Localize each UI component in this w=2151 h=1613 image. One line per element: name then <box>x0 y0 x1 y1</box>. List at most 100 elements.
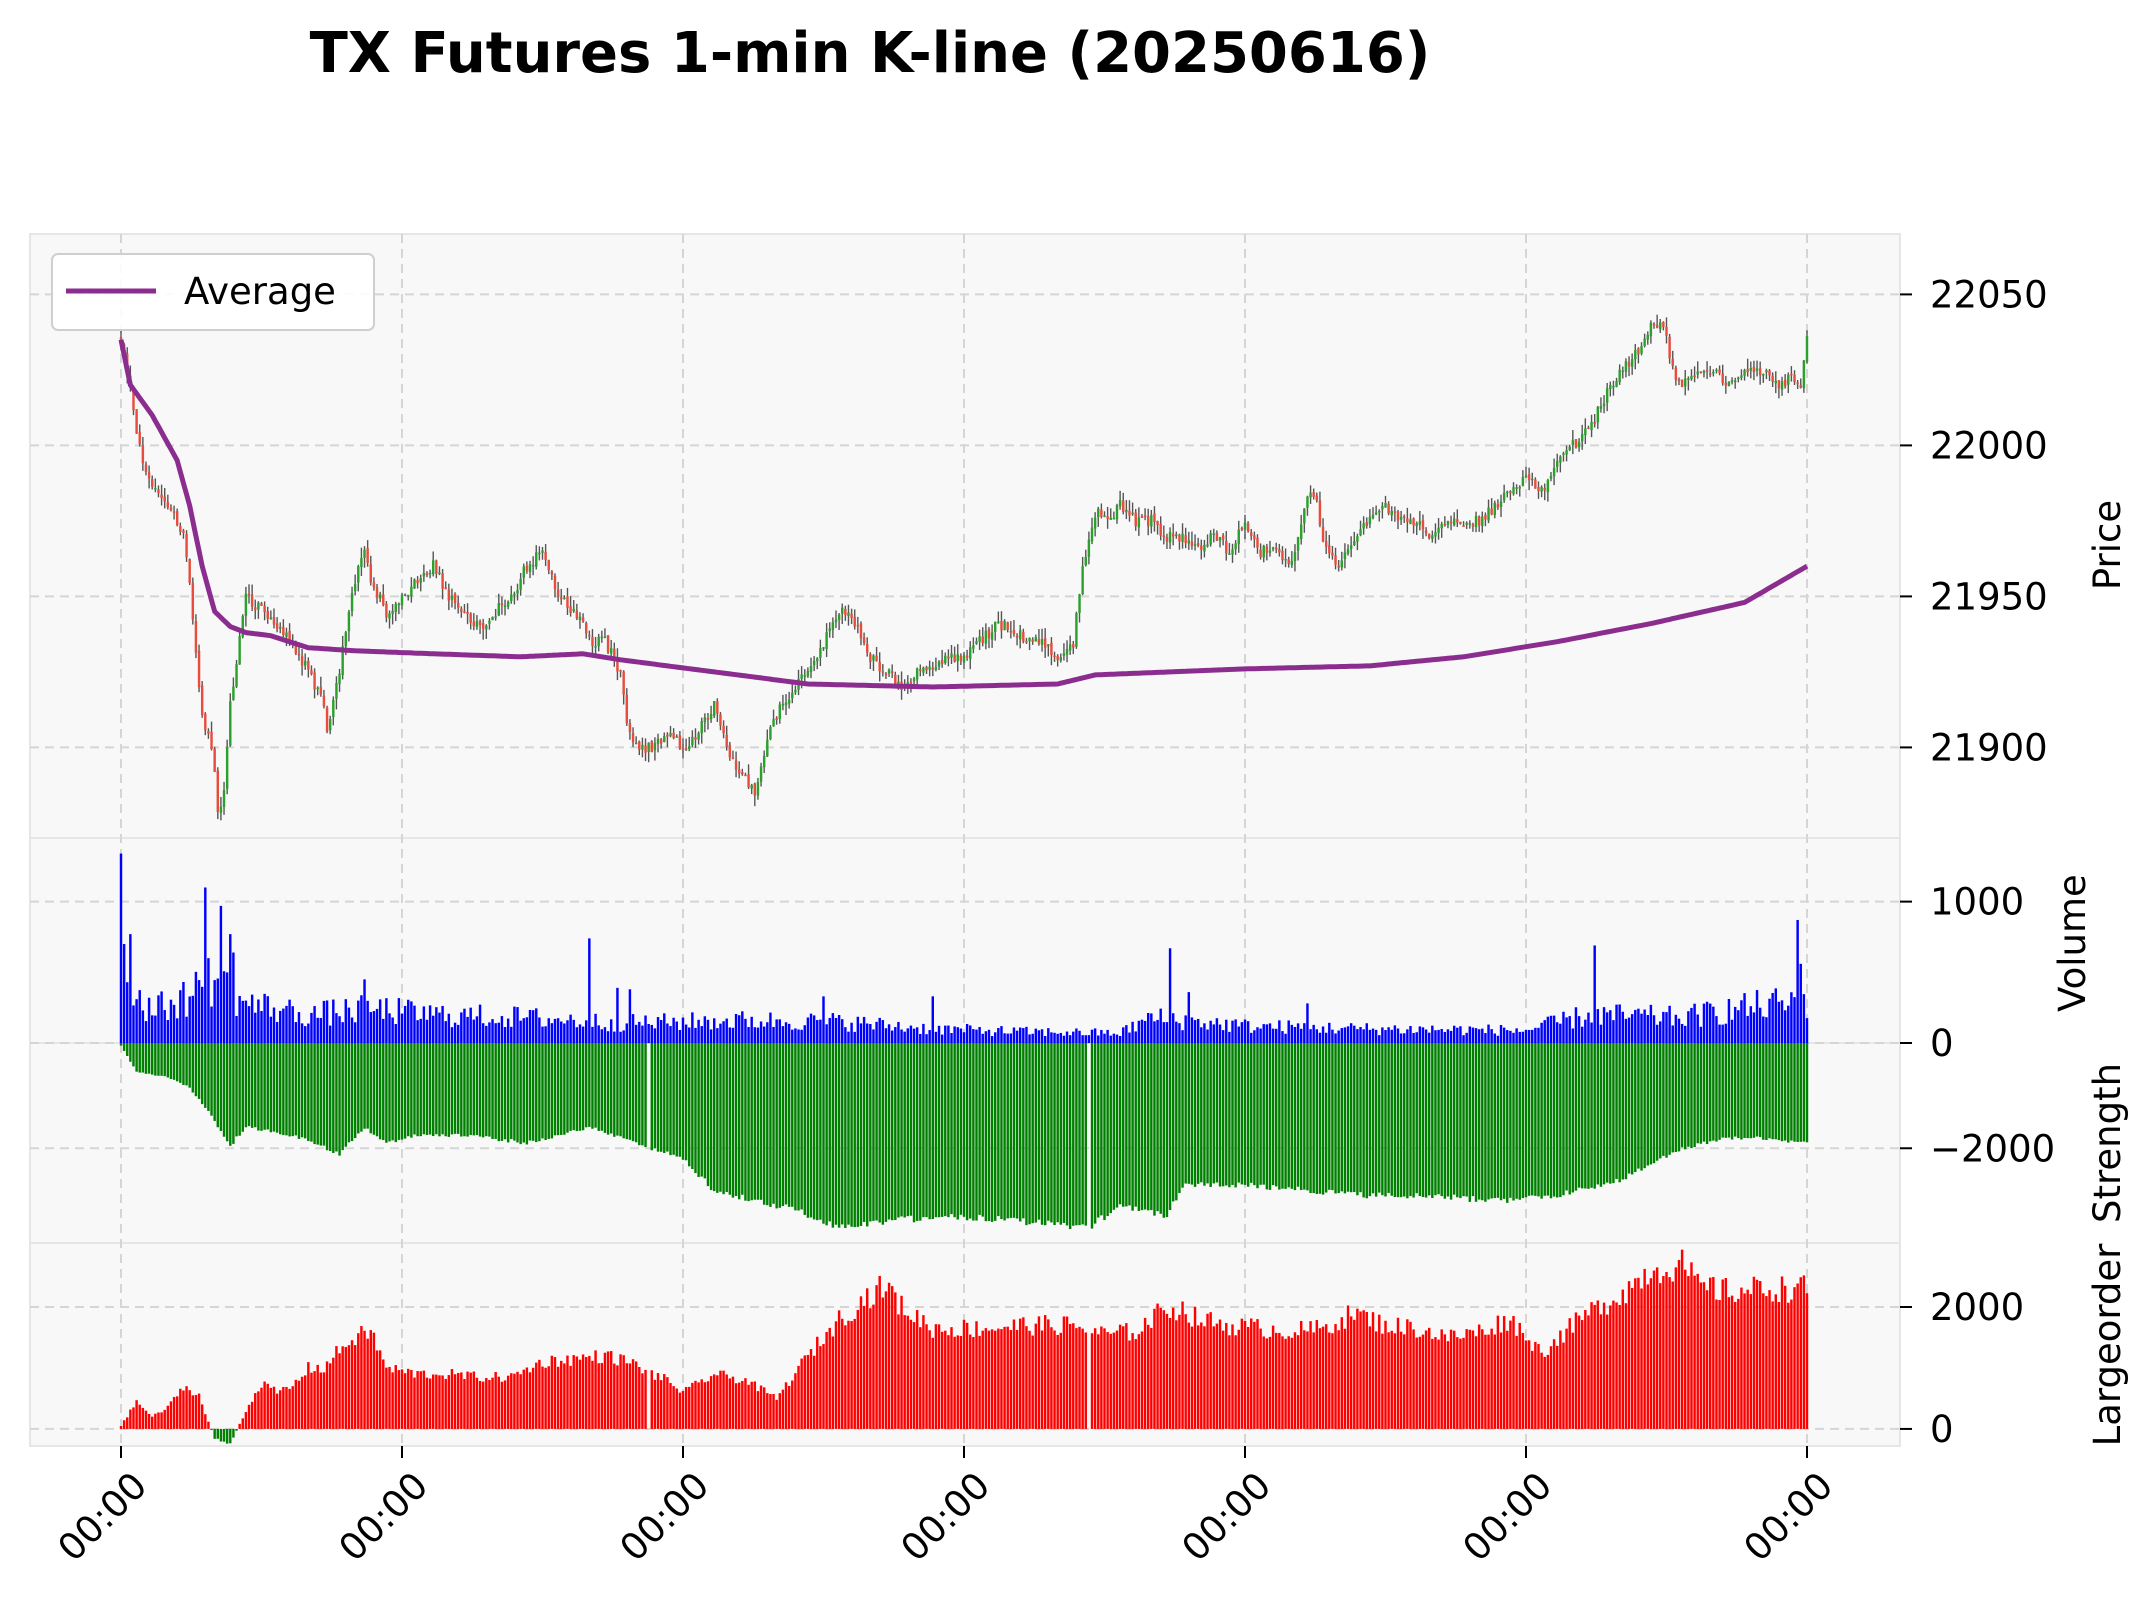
candle-body <box>1387 503 1390 514</box>
candle-body <box>613 648 616 659</box>
candle-body <box>1393 511 1397 513</box>
candle-body <box>497 603 501 616</box>
strength-bar <box>394 1043 397 1143</box>
strength-bar <box>157 1043 160 1076</box>
largeorder-bar <box>472 1371 476 1429</box>
volume-bar <box>438 1012 441 1043</box>
candle-body <box>1056 655 1059 660</box>
strength-bar <box>1228 1043 1231 1188</box>
candle-body <box>1684 378 1687 387</box>
largeorder-bar <box>713 1374 716 1429</box>
volume-bar <box>410 1001 413 1043</box>
largeorder-bar <box>812 1355 816 1429</box>
candle-body <box>1687 378 1690 380</box>
strength-bar <box>1708 1043 1712 1142</box>
candle-body <box>769 727 772 740</box>
strength-bar <box>456 1043 460 1134</box>
strength-bar <box>500 1043 504 1141</box>
volume-bar <box>1649 1004 1653 1043</box>
candle-body <box>531 565 535 567</box>
strength-bar <box>1549 1043 1553 1199</box>
largeorder-bar <box>1580 1320 1584 1429</box>
volume-bar <box>994 1032 997 1043</box>
volume-bar <box>407 999 410 1043</box>
largeorder-bar <box>1175 1320 1178 1429</box>
candle-body <box>1627 362 1631 367</box>
volume-bar <box>1134 1031 1137 1043</box>
volume-bar <box>478 1004 482 1043</box>
largeorder-bar <box>335 1346 338 1429</box>
strength-bar <box>806 1043 810 1218</box>
volume-bar <box>129 934 132 1043</box>
strength-bar <box>1599 1043 1603 1187</box>
strength-bar <box>416 1043 419 1137</box>
strength-bar <box>688 1043 691 1167</box>
largeorder-bar <box>1427 1327 1431 1429</box>
candle-body <box>1618 369 1621 383</box>
largeorder-bar <box>1268 1336 1272 1429</box>
candle-body <box>1250 532 1253 536</box>
largeorder-bar <box>360 1326 363 1429</box>
volume-bar <box>1168 948 1172 1043</box>
strength-bar <box>1215 1043 1219 1183</box>
strength-bar <box>1031 1043 1034 1224</box>
candle-body <box>934 667 938 670</box>
largeorder-bar <box>385 1367 388 1429</box>
largeorder-bar <box>897 1314 900 1429</box>
strength-bar <box>288 1043 291 1137</box>
volume-bar <box>1312 1024 1315 1043</box>
strength-bar <box>1674 1043 1678 1152</box>
strength-bar <box>1003 1043 1006 1221</box>
strength-bar <box>1799 1043 1802 1142</box>
largeorder-bar <box>294 1379 298 1429</box>
volume-bar <box>481 1023 485 1043</box>
candle-body <box>1368 516 1372 525</box>
largeorder-bar <box>1477 1324 1481 1429</box>
largeorder-bar <box>1115 1330 1119 1429</box>
candle-body <box>363 549 366 558</box>
largeorder-bar <box>241 1418 244 1429</box>
strength-bar <box>1459 1043 1462 1199</box>
strength-bar <box>791 1043 794 1207</box>
strength-bar <box>722 1043 725 1195</box>
strength-bar <box>300 1043 304 1138</box>
strength-bar <box>522 1043 525 1143</box>
candle-body <box>1637 348 1640 355</box>
largeorder-bar <box>597 1363 600 1429</box>
candle-body <box>1218 537 1222 541</box>
largeorder-bar <box>1062 1316 1066 1429</box>
strength-bar <box>1393 1043 1397 1197</box>
candle-body <box>347 611 351 632</box>
strength-bar <box>132 1043 135 1067</box>
strength-bar <box>154 1043 157 1076</box>
candle-body <box>1749 367 1753 371</box>
largeorder-bar <box>1334 1324 1337 1429</box>
candle-body <box>1081 566 1084 594</box>
largeorder-bar <box>797 1365 800 1429</box>
candle-body <box>609 648 613 654</box>
strength-bar <box>1396 1043 1400 1198</box>
candle-body <box>1605 388 1609 403</box>
strength-bar <box>1793 1043 1796 1142</box>
strength-bar <box>1727 1043 1731 1138</box>
candle-body <box>478 621 482 625</box>
largeorder-bar <box>563 1363 566 1429</box>
volume-bar <box>1580 1026 1584 1043</box>
strength-bar <box>1718 1043 1721 1140</box>
candle-body <box>132 386 135 411</box>
strength-bar <box>1306 1043 1309 1191</box>
volume-bar <box>856 1016 860 1043</box>
candle-body <box>894 674 897 687</box>
candle-body <box>428 572 432 575</box>
candle-body <box>1106 516 1109 519</box>
strength-bar <box>925 1043 928 1218</box>
strength-bar <box>881 1043 885 1225</box>
volume-bar <box>531 1010 535 1043</box>
candle-body <box>944 655 947 664</box>
volume-bar <box>987 1029 991 1043</box>
largeorder-bar <box>1318 1328 1322 1429</box>
volume-bar <box>1093 1028 1097 1043</box>
strength-bar <box>129 1043 132 1062</box>
candle-body <box>432 560 435 575</box>
strength-bar <box>1521 1043 1525 1199</box>
